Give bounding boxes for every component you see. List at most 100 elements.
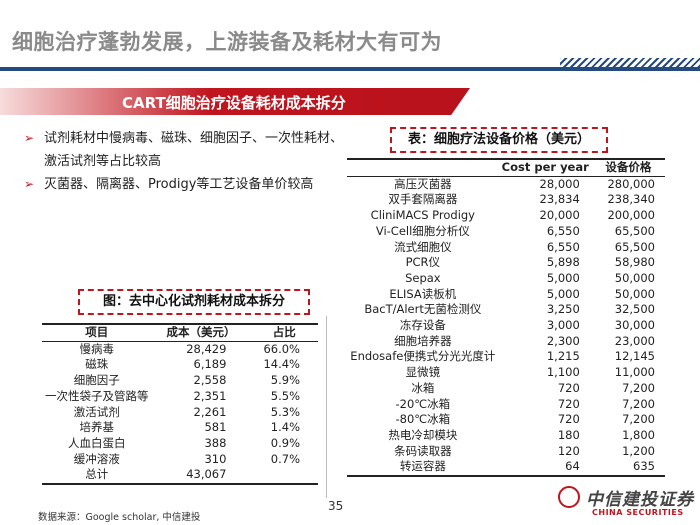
table-row: 双手套隔离器 23,834 238,340 bbox=[347, 192, 665, 208]
equipment-price-table: Cost per year 设备价格 高压灭菌器 28,000 280,000 双手套… bbox=[347, 158, 665, 477]
table-cell: 5.9% bbox=[270, 373, 300, 388]
table-cell: 总计 bbox=[85, 467, 109, 482]
table-cell: 64 bbox=[565, 459, 580, 474]
table-cell: 双手套隔离器 bbox=[388, 192, 458, 207]
table-row: PCR仪 5,898 58,980 bbox=[347, 255, 665, 271]
table-cell: 流式细胞仪 bbox=[394, 239, 452, 254]
table-cell: 1,215 bbox=[546, 349, 580, 364]
table-cell: 磁珠 bbox=[85, 357, 109, 372]
table-cell: 2,558 bbox=[193, 373, 227, 388]
table-cell: 310 bbox=[204, 451, 227, 466]
table-cell: 12,145 bbox=[614, 349, 655, 364]
header-divider bbox=[0, 67, 700, 71]
table-cell: 2,351 bbox=[193, 388, 227, 403]
bullet-text: 试剂耗材中慢病毒、磁珠、细胞因子、一次性耗材、激活试剂等占比较高 bbox=[44, 131, 344, 169]
table-cell: 转运容器 bbox=[399, 459, 446, 474]
table-cell: 3,000 bbox=[546, 318, 580, 333]
table-cell: 2,261 bbox=[193, 404, 227, 419]
table-row: 人血白蛋白 388 0.9% bbox=[42, 436, 318, 452]
table-cell: 7,200 bbox=[622, 412, 655, 427]
table-row: Sepax 5,000 50,000 bbox=[347, 271, 665, 287]
bullet-list: ➢ 试剂耗材中慢病毒、磁珠、细胞因子、一次性耗材、激活试剂等占比较高 ➢ 灭菌器… bbox=[24, 127, 354, 196]
table-cell: 5,898 bbox=[546, 255, 580, 270]
reagent-cost-table: 项目 成本（美元） 占比 慢病毒 28,429 66.0% 磁珠 6,189 14.4% 细… bbox=[42, 323, 318, 485]
table-cell: 1,800 bbox=[622, 427, 655, 442]
table-row: CliniMACS Prodigy 20,000 200,000 bbox=[347, 208, 665, 224]
table-row: BacT/Alert无菌检测仪 3,250 32,500 bbox=[347, 302, 665, 318]
table-cell: 720 bbox=[557, 380, 580, 395]
table-row: 冻存设备 3,000 30,000 bbox=[347, 318, 665, 334]
table-row: -80℃冰箱 720 7,200 bbox=[347, 412, 665, 428]
table-cell: 6,189 bbox=[193, 357, 227, 372]
table-cell: 人血白蛋白 bbox=[68, 435, 126, 450]
table-cell: 5,000 bbox=[546, 286, 580, 301]
table-cell: 高压灭菌器 bbox=[394, 176, 452, 191]
table-cell: BacT/Alert无菌检测仪 bbox=[364, 302, 482, 317]
table-cell: 显微镜 bbox=[405, 365, 441, 380]
bullet-item: ➢ 试剂耗材中慢病毒、磁珠、细胞因子、一次性耗材、激活试剂等占比较高 bbox=[24, 127, 354, 173]
table-cell: 66.0% bbox=[263, 341, 300, 356]
table-cell: 细胞培养器 bbox=[394, 333, 452, 348]
table-cell: 28,000 bbox=[539, 176, 580, 191]
table-cell: 43,067 bbox=[186, 467, 227, 482]
table-cell: 23,000 bbox=[614, 333, 655, 348]
table-row: 磁珠 6,189 14.4% bbox=[42, 357, 318, 373]
triangle-bullet-icon: ➢ bbox=[24, 177, 35, 191]
bullet-text: 灭菌器、隔离器、Prodigy等工艺设备单价较高 bbox=[44, 177, 314, 192]
logo-text-en: CHINA SECURITIES bbox=[592, 508, 684, 517]
table-cell: 热电冷却模块 bbox=[388, 427, 458, 442]
table-cell: 388 bbox=[204, 435, 227, 450]
table-cell: 5,000 bbox=[546, 270, 580, 285]
table-cell: 0.9% bbox=[270, 435, 300, 450]
column-header: 占比 bbox=[272, 325, 296, 339]
table-row: 流式细胞仪 6,550 65,500 bbox=[347, 240, 665, 256]
table-row: 缓冲溶液 310 0.7% bbox=[42, 452, 318, 468]
table-row: 条码读取器 120 1,200 bbox=[347, 444, 665, 460]
table-row: 细胞因子 2,558 5.9% bbox=[42, 373, 318, 389]
table-header-row: 项目 成本（美元） 占比 bbox=[42, 324, 318, 342]
table-row: 转运容器 64 635 bbox=[347, 459, 665, 477]
table-row: Vi-Cell细胞分析仪 6,550 65,500 bbox=[347, 224, 665, 240]
table-cell: -20℃冰箱 bbox=[395, 396, 451, 411]
table-cell: 3,250 bbox=[546, 302, 580, 317]
table-cell: 7,200 bbox=[622, 380, 655, 395]
table-row: ELISA读板机 5,000 50,000 bbox=[347, 287, 665, 303]
table-cell: 1,100 bbox=[546, 365, 580, 380]
table-cell: 6,550 bbox=[546, 239, 580, 254]
table-cell: 581 bbox=[204, 420, 227, 435]
left-table-caption: 图：去中心化试剂耗材成本拆分 bbox=[78, 289, 310, 315]
table-cell: 200,000 bbox=[607, 208, 655, 223]
table-cell: 65,500 bbox=[614, 223, 655, 238]
section-banner bbox=[0, 88, 470, 115]
table-row: 总计 43,067 bbox=[42, 467, 318, 485]
table-row: 慢病毒 28,429 66.0% bbox=[42, 341, 318, 357]
table-cell: 58,980 bbox=[614, 255, 655, 270]
table-cell: 6,550 bbox=[546, 223, 580, 238]
table-cell: 0.7% bbox=[270, 451, 300, 466]
table-cell: 720 bbox=[557, 396, 580, 411]
table-cell: 冻存设备 bbox=[399, 318, 446, 333]
table-cell: 条码读取器 bbox=[394, 443, 452, 458]
table-cell: 11,000 bbox=[614, 365, 655, 380]
column-header bbox=[347, 159, 499, 176]
table-row: Endosafe便携式分光光度计 1,215 12,145 bbox=[347, 349, 665, 365]
table-cell: 120 bbox=[557, 443, 580, 458]
table-cell: 720 bbox=[557, 412, 580, 427]
table-cell: 280,000 bbox=[607, 176, 655, 191]
table-row: 冰箱 720 7,200 bbox=[347, 381, 665, 397]
column-header: 设备价格 bbox=[605, 160, 652, 174]
table-cell: Vi-Cell细胞分析仪 bbox=[375, 223, 470, 238]
table-cell: 635 bbox=[633, 459, 655, 474]
table-cell: 14.4% bbox=[263, 357, 300, 372]
table-row: 高压灭菌器 28,000 280,000 bbox=[347, 176, 665, 192]
page-title: 细胞治疗蓬勃发展，上游装备及耗材大有可为 bbox=[12, 30, 442, 54]
table-cell: 激活试剂 bbox=[73, 404, 120, 419]
table-cell: 慢病毒 bbox=[79, 341, 115, 356]
table-cell: 30,000 bbox=[614, 318, 655, 333]
table-row: 培养基 581 1.4% bbox=[42, 420, 318, 436]
table-cell: 1.4% bbox=[270, 420, 300, 435]
table-row: -20℃冰箱 720 7,200 bbox=[347, 397, 665, 413]
data-source-note: 数据来源：Google scholar, 中信建投 bbox=[38, 512, 201, 523]
vertical-divider bbox=[326, 316, 327, 498]
column-header: Cost per year bbox=[501, 160, 589, 174]
